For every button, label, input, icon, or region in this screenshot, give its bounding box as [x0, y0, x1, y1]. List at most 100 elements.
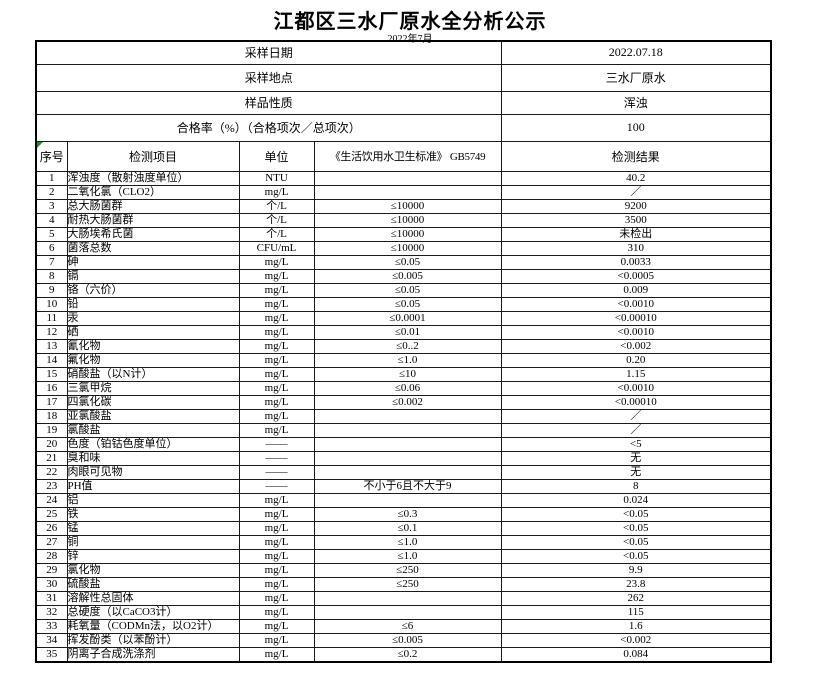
cell-unit: mg/L — [238, 254, 315, 270]
table-row: 2 二氧化氯（CLO2） mg/L ／ — [35, 184, 772, 200]
cell-item: 大肠埃希氏菌 — [66, 226, 240, 242]
cell-no: 1 — [35, 170, 68, 186]
cell-result: <0.00010 — [500, 394, 772, 410]
cell-item: 锰 — [66, 520, 240, 536]
cell-standard: ≤10000 — [313, 240, 502, 256]
cell-standard: ≤1.0 — [313, 352, 502, 368]
cell-unit: NTU — [238, 170, 315, 186]
cell-unit: mg/L — [238, 366, 315, 382]
cell-unit: mg/L — [238, 632, 315, 648]
table-row: 22 肉眼可见物 —— 无 — [35, 464, 772, 480]
cell-unit: —— — [238, 450, 315, 466]
cell-unit: mg/L — [238, 646, 315, 662]
cell-no: 3 — [35, 198, 68, 214]
cell-standard — [313, 464, 502, 480]
cell-result: <0.05 — [500, 534, 772, 550]
cell-no: 5 — [35, 226, 68, 242]
cell-standard: ≤10000 — [313, 226, 502, 242]
cell-unit: CFU/mL — [238, 240, 315, 256]
table-row: 33 耗氧量（CODMn法，以O2计） mg/L ≤6 1.6 — [35, 618, 772, 634]
cell-result: 未检出 — [500, 226, 772, 242]
cell-result: ／ — [500, 408, 772, 424]
cell-unit: 个/L — [238, 198, 315, 214]
cell-standard — [313, 170, 502, 186]
cell-result: 115 — [500, 604, 772, 620]
sample-date-label: 采样日期 — [35, 40, 502, 65]
cell-unit: mg/L — [238, 310, 315, 326]
cell-unit: 个/L — [238, 226, 315, 242]
cell-item: PH值 — [66, 478, 240, 494]
cell-item: 菌落总数 — [66, 240, 240, 256]
table-row: 35 阴离子合成洗涤剂 mg/L ≤0.2 0.084 — [35, 646, 772, 662]
cell-item: 铁 — [66, 506, 240, 522]
table-row: 14 氟化物 mg/L ≤1.0 0.20 — [35, 352, 772, 368]
cell-item: 溶解性总固体 — [66, 590, 240, 606]
cell-result: <0.05 — [500, 506, 772, 522]
summary-row-sample-date: 采样日期 2022.07.18 — [35, 40, 772, 65]
cell-no: 32 — [35, 604, 68, 620]
cell-standard: 不小于6且不大于9 — [313, 478, 502, 494]
cell-standard: ≤0.1 — [313, 520, 502, 536]
col-header-no-label: 序号 — [39, 149, 64, 164]
cell-no: 24 — [35, 492, 68, 508]
cell-standard: ≤0.05 — [313, 296, 502, 312]
cell-no: 21 — [35, 450, 68, 466]
cell-no: 28 — [35, 548, 68, 564]
cell-no: 35 — [35, 646, 68, 662]
cell-standard — [313, 604, 502, 620]
cell-item: 挥发酚类（以苯酚计） — [66, 632, 240, 648]
cell-item: 臭和味 — [66, 450, 240, 466]
cell-item: 二氧化氯（CLO2） — [66, 184, 240, 200]
table-row: 18 亚氯酸盐 mg/L ／ — [35, 408, 772, 424]
cell-standard: ≤250 — [313, 576, 502, 592]
cell-result: 310 — [500, 240, 772, 256]
cell-no: 22 — [35, 464, 68, 480]
cell-item: 铅 — [66, 296, 240, 312]
cell-no: 4 — [35, 212, 68, 228]
cell-unit: —— — [238, 436, 315, 452]
cell-result: 无 — [500, 450, 772, 466]
cell-no: 11 — [35, 310, 68, 326]
cell-no: 23 — [35, 478, 68, 494]
cell-result: <0.002 — [500, 338, 772, 354]
cell-result: 0.084 — [500, 646, 772, 662]
cell-unit: mg/L — [238, 520, 315, 536]
cell-item: 铜 — [66, 534, 240, 550]
cell-unit: mg/L — [238, 618, 315, 634]
cell-result: <0.05 — [500, 520, 772, 536]
cell-flag-icon — [37, 142, 43, 148]
cell-no: 19 — [35, 422, 68, 438]
table-row: 16 三氯甲烷 mg/L ≤0.06 <0.0010 — [35, 380, 772, 396]
cell-no: 17 — [35, 394, 68, 410]
cell-no: 8 — [35, 268, 68, 284]
cell-unit: mg/L — [238, 562, 315, 578]
table-row: 1 浑浊度（散射浊度单位） NTU 40.2 — [35, 170, 772, 186]
sample-date-value: 2022.07.18 — [500, 40, 772, 65]
table-row: 11 汞 mg/L ≤0.0001 <0.00010 — [35, 310, 772, 326]
report-month: 2022年7月 — [387, 34, 433, 45]
cell-item: 亚氯酸盐 — [66, 408, 240, 424]
cell-standard: ≤0.3 — [313, 506, 502, 522]
sample-nature-label: 样品性质 — [35, 90, 502, 115]
table-row: 10 铅 mg/L ≤0.05 <0.0010 — [35, 296, 772, 312]
cell-result: <0.0010 — [500, 380, 772, 396]
cell-item: 锌 — [66, 548, 240, 564]
cell-no: 27 — [35, 534, 68, 550]
cell-standard — [313, 492, 502, 508]
table-row: 31 溶解性总固体 mg/L 262 — [35, 590, 772, 606]
cell-unit: mg/L — [238, 268, 315, 284]
cell-item: 四氯化碳 — [66, 394, 240, 410]
column-header-row: 序号 检测项目 单位 《生活饮用水卫生标准》 GB5749 检测结果 — [35, 140, 772, 172]
table-row: 13 氰化物 mg/L ≤0..2 <0.002 — [35, 338, 772, 354]
cell-item: 三氯甲烷 — [66, 380, 240, 396]
cell-unit: mg/L — [238, 282, 315, 298]
cell-result: 9200 — [500, 198, 772, 214]
cell-no: 12 — [35, 324, 68, 340]
cell-standard — [313, 436, 502, 452]
cell-standard: ≤0.005 — [313, 632, 502, 648]
cell-standard: ≤1.0 — [313, 534, 502, 550]
cell-unit: mg/L — [238, 576, 315, 592]
cell-no: 15 — [35, 366, 68, 382]
cell-no: 31 — [35, 590, 68, 606]
cell-item: 砷 — [66, 254, 240, 270]
